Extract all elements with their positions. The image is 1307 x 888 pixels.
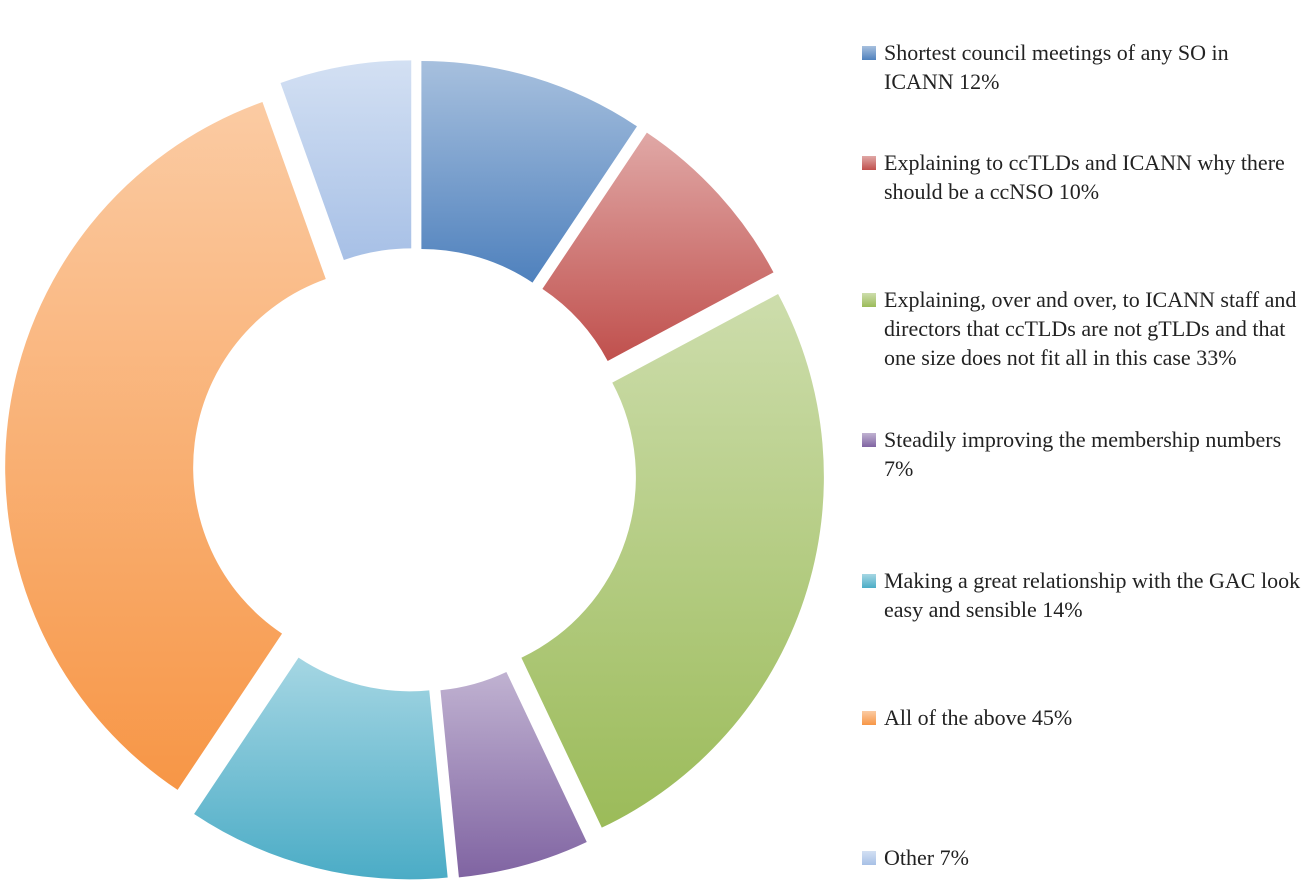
legend-label: Explaining to ccTLDs and ICANN why there…	[884, 150, 1285, 204]
legend-item: Shortest council meetings of any SO in I…	[862, 38, 1302, 96]
legend-label: Making a great relationship with the GAC…	[884, 568, 1301, 622]
legend-item: Other 7%	[862, 843, 1302, 872]
legend-swatch	[862, 46, 876, 60]
legend-swatch	[862, 851, 876, 865]
slice	[194, 657, 448, 880]
legend-swatch	[862, 711, 876, 725]
legend-swatch	[862, 293, 876, 307]
legend-item: Making a great relationship with the GAC…	[862, 566, 1302, 624]
legend-label: Other	[884, 845, 935, 870]
legend-value: 33%	[1196, 345, 1237, 370]
legend-label: All of the above	[884, 705, 1027, 730]
legend-value: 12%	[959, 69, 1000, 94]
legend-value: 14%	[1042, 597, 1083, 622]
legend-label: Explaining, over and over, to ICANN staf…	[884, 287, 1297, 370]
legend-value: 7%	[884, 456, 914, 481]
slice	[542, 132, 774, 361]
slice	[521, 293, 824, 828]
slice	[280, 60, 412, 261]
chart	[5, 60, 824, 880]
legend-item: Steadily improving the membership number…	[862, 425, 1302, 483]
legend-label: Steadily improving the membership number…	[884, 427, 1282, 452]
legend-value: 7%	[939, 845, 969, 870]
legend-swatch	[862, 574, 876, 588]
legend-swatch	[862, 156, 876, 170]
slice	[440, 672, 587, 878]
legend-item: Explaining, over and over, to ICANN staf…	[862, 285, 1302, 372]
legend-swatch	[862, 433, 876, 447]
legend-item: Explaining to ccTLDs and ICANN why there…	[862, 148, 1302, 206]
legend-label: Shortest council meetings of any SO in I…	[884, 40, 1229, 94]
legend-value: 45%	[1031, 705, 1073, 730]
legend-value: 10%	[1058, 179, 1100, 204]
slice	[421, 60, 637, 283]
slice	[5, 101, 326, 790]
legend-item: All of the above 45%	[862, 703, 1302, 732]
